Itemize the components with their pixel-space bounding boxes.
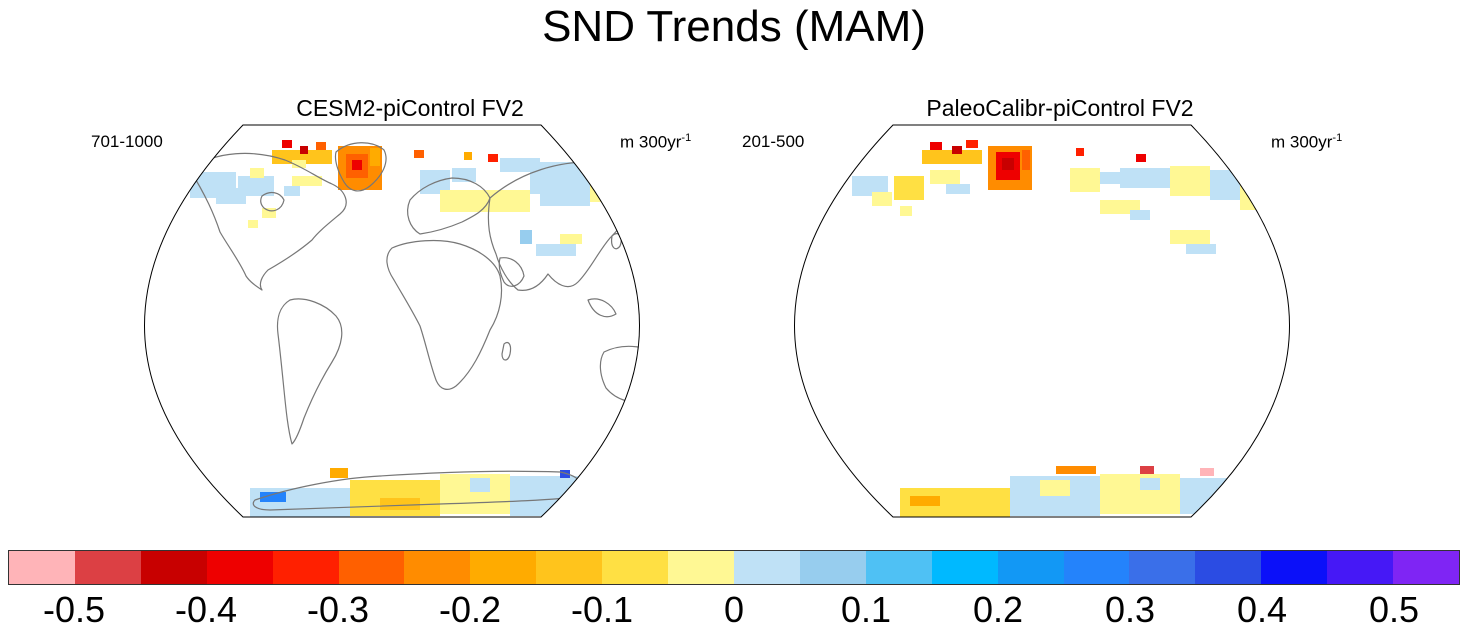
right-unit-exponent: -1 (1332, 132, 1343, 144)
colorbar-tick-label: 0.2 (972, 589, 1024, 630)
colorbar-box (931, 551, 998, 584)
colorbar-box (9, 551, 75, 584)
left-unit-exponent: -1 (681, 132, 692, 144)
left-unit-main: m 300yr (620, 132, 682, 152)
colorbar-box (206, 551, 273, 584)
right-panel-title: PaleoCalibr-piControl FV2 (926, 95, 1194, 121)
colorbar-box (1261, 551, 1328, 584)
colorbar (8, 550, 1460, 585)
right-period-label: 201-500 (742, 132, 805, 151)
colorbar-box (74, 551, 141, 584)
right-map-panel (794, 124, 1290, 518)
colorbar-tick-label: -0.2 (438, 589, 502, 630)
colorbar-box (733, 551, 800, 584)
colorbar-box (1063, 551, 1130, 584)
colorbar-box (997, 551, 1064, 584)
colorbar-box (1195, 551, 1262, 584)
colorbar-box (338, 551, 405, 584)
colorbar-box (1327, 551, 1394, 584)
colorbar-box (1129, 551, 1196, 584)
colorbar-tick-label: 0.4 (1236, 589, 1288, 630)
colorbar-box (272, 551, 339, 584)
right-unit-label: m 300yr-1 (1271, 127, 1342, 154)
colorbar-box (865, 551, 932, 584)
left-period-label: 701-1000 (91, 132, 163, 151)
colorbar-box (668, 551, 734, 584)
colorbar-box (470, 551, 537, 584)
colorbar-tick-label: 0 (723, 589, 745, 630)
left-unit-label: m 300yr-1 (620, 127, 691, 154)
colorbar-tick-label: -0.1 (570, 589, 634, 630)
figure-title: SND Trends (MAM) (542, 2, 926, 51)
colorbar-box (140, 551, 207, 584)
colorbar-tick-label: -0.5 (42, 589, 106, 630)
colorbar-box (602, 551, 669, 584)
left-map-panel (144, 124, 640, 518)
colorbar-box (799, 551, 866, 584)
colorbar-tick-label: -0.3 (306, 589, 370, 630)
colorbar-tick-label: -0.4 (174, 589, 238, 630)
colorbar-box (1393, 551, 1459, 584)
colorbar-tick-label: 0.3 (1104, 589, 1156, 630)
right-unit-main: m 300yr (1271, 132, 1333, 152)
left-panel-title: CESM2-piControl FV2 (296, 95, 524, 121)
colorbar-tick-label: 0.1 (840, 589, 892, 630)
colorbar-tick-label: 0.5 (1368, 589, 1420, 630)
colorbar-box (536, 551, 603, 584)
colorbar-box (404, 551, 471, 584)
